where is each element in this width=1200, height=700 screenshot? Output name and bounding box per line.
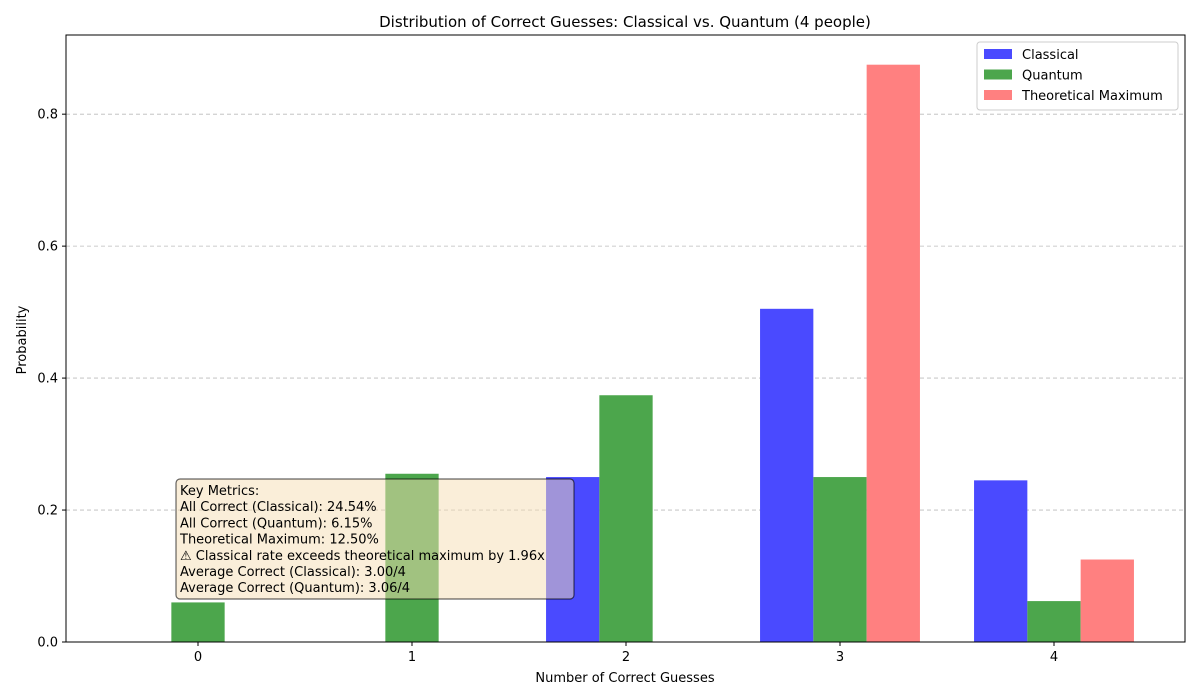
annotation-box <box>175 478 575 600</box>
bar <box>760 308 814 642</box>
y-tick-label: 0.0 <box>37 636 58 651</box>
bar <box>599 395 653 642</box>
legend-label: Theoretical Maximum <box>1021 89 1163 104</box>
metrics-annotation: Key Metrics:All Correct (Classical): 24.… <box>175 478 575 600</box>
annotation-line: Key Metrics: <box>180 484 259 499</box>
x-axis-label: Number of Correct Guesses <box>535 671 714 686</box>
x-tick-label: 0 <box>194 650 202 665</box>
y-tick-label: 0.4 <box>37 372 58 387</box>
bar <box>171 602 225 642</box>
legend-swatch <box>984 90 1012 100</box>
x-tick-label: 3 <box>836 650 844 665</box>
bar <box>866 64 920 643</box>
legend-label: Quantum <box>1022 69 1083 84</box>
x-tick-label: 1 <box>408 650 416 665</box>
y-tick-label: 0.2 <box>37 504 58 519</box>
x-tick-label: 2 <box>622 650 630 665</box>
y-axis-ticks: 0.0 0.2 0.4 0.6 0.8 <box>37 108 66 651</box>
bar <box>813 477 867 642</box>
annotation-line: Theoretical Maximum: 12.50% <box>179 533 379 548</box>
annotation-line: Average Correct (Classical): 3.00/4 <box>180 565 406 580</box>
x-axis-ticks: 0 1 2 3 4 <box>194 642 1058 665</box>
bar <box>974 480 1028 642</box>
x-tick-label: 4 <box>1050 650 1058 665</box>
annotation-line: Average Correct (Quantum): 3.06/4 <box>180 581 410 596</box>
bar <box>1027 601 1081 642</box>
y-tick-label: 0.6 <box>37 240 58 255</box>
y-tick-label: 0.8 <box>37 108 58 123</box>
annotation-line: All Correct (Quantum): 6.15% <box>180 516 372 531</box>
y-axis-label: Probability <box>15 305 30 374</box>
bar <box>1080 559 1134 642</box>
legend-label: Classical <box>1022 48 1079 63</box>
legend-frame <box>976 41 1179 111</box>
legend-swatch <box>984 49 1012 59</box>
annotation-line: ⚠ Classical rate exceeds theoretical max… <box>180 549 545 564</box>
legend: Classical Quantum Theoretical Maximum <box>976 41 1179 111</box>
annotation-line: All Correct (Classical): 24.54% <box>180 500 377 515</box>
legend-swatch <box>984 69 1012 80</box>
chart-title: Distribution of Correct Guesses: Classic… <box>379 13 871 31</box>
bars <box>171 64 1134 643</box>
